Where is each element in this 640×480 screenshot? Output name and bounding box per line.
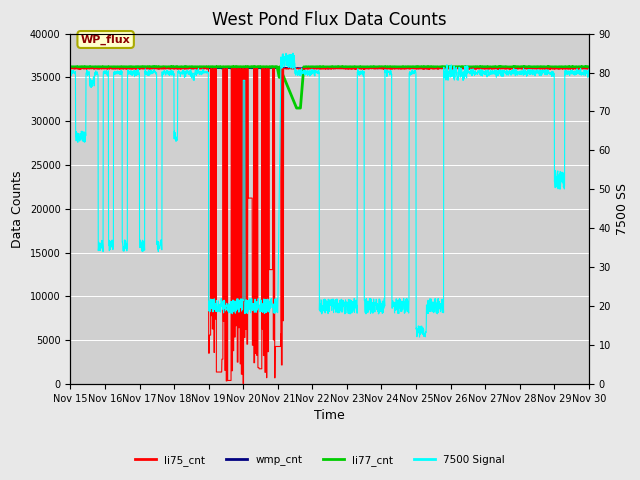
Legend: li75_cnt, wmp_cnt, li77_cnt, 7500 Signal: li75_cnt, wmp_cnt, li77_cnt, 7500 Signal [131, 451, 509, 470]
X-axis label: Time: Time [314, 409, 345, 422]
Text: WP_flux: WP_flux [81, 35, 131, 45]
Title: West Pond Flux Data Counts: West Pond Flux Data Counts [212, 11, 447, 29]
Y-axis label: 7500 SS: 7500 SS [616, 183, 630, 235]
Y-axis label: Data Counts: Data Counts [12, 170, 24, 248]
